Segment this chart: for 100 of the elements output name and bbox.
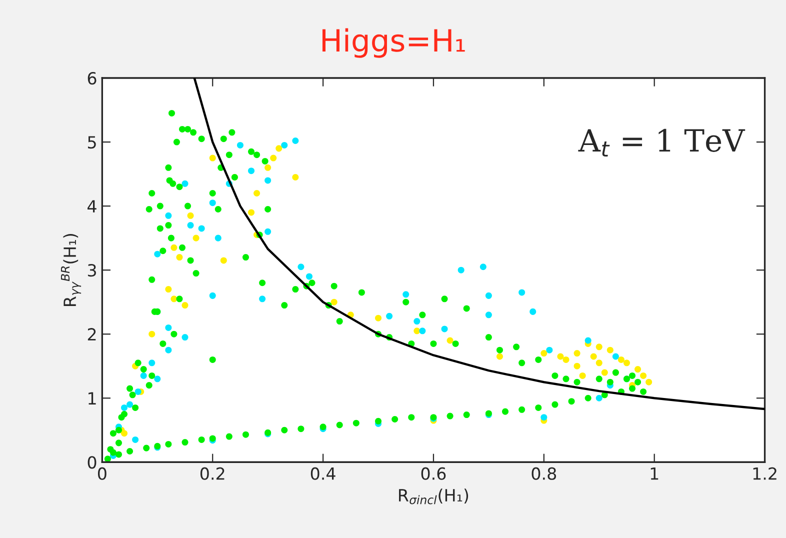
x-tick-label: 0 bbox=[98, 467, 106, 480]
x-tick-label: 0.6 bbox=[421, 467, 446, 480]
point bbox=[134, 388, 142, 395]
point bbox=[612, 353, 619, 360]
y-tick-label: 6 bbox=[88, 72, 96, 85]
point bbox=[584, 337, 592, 344]
point bbox=[530, 308, 536, 315]
point bbox=[182, 180, 188, 187]
point bbox=[330, 298, 338, 306]
point bbox=[264, 228, 272, 235]
point bbox=[546, 346, 553, 354]
line-series bbox=[193, 78, 765, 410]
point bbox=[634, 366, 642, 373]
point bbox=[220, 257, 227, 264]
point bbox=[574, 362, 580, 370]
point bbox=[270, 154, 277, 162]
point bbox=[596, 360, 602, 366]
point bbox=[170, 244, 178, 251]
point bbox=[154, 376, 161, 382]
point bbox=[596, 394, 602, 402]
point bbox=[248, 168, 255, 174]
point bbox=[165, 324, 172, 331]
point bbox=[386, 312, 393, 320]
x-tick-label: 0.4 bbox=[310, 467, 336, 480]
point bbox=[375, 314, 382, 322]
point bbox=[601, 369, 608, 376]
point bbox=[121, 430, 128, 437]
point bbox=[646, 378, 652, 386]
point bbox=[485, 292, 492, 299]
point bbox=[414, 318, 420, 325]
point bbox=[480, 264, 486, 270]
point bbox=[298, 264, 304, 270]
point bbox=[165, 212, 172, 219]
point bbox=[254, 190, 260, 197]
point bbox=[209, 200, 216, 206]
x-axis-title: R$_{σincl}$(H₁) bbox=[399, 488, 468, 504]
point bbox=[618, 356, 624, 363]
point bbox=[518, 289, 526, 296]
point bbox=[126, 401, 134, 408]
point bbox=[264, 177, 272, 184]
point bbox=[165, 286, 172, 293]
annotation: A$_{t}$ = 1 TeV bbox=[578, 128, 746, 157]
point bbox=[192, 234, 200, 242]
point bbox=[182, 334, 188, 341]
point bbox=[236, 142, 244, 148]
point bbox=[170, 296, 178, 302]
point bbox=[292, 174, 299, 180]
y-tick-label: 4 bbox=[88, 200, 96, 212]
point bbox=[154, 250, 161, 258]
chart-title: Higgs=H₁ bbox=[322, 28, 465, 58]
point bbox=[540, 350, 548, 357]
point bbox=[540, 414, 548, 421]
point bbox=[446, 337, 454, 344]
y-tick-label: 3 bbox=[88, 264, 96, 277]
point bbox=[176, 254, 183, 261]
point bbox=[496, 353, 503, 360]
point bbox=[248, 209, 255, 216]
point bbox=[458, 266, 464, 274]
point bbox=[276, 145, 282, 152]
y-axis-title: R$_{γγ}$$^{BR}$(H₁) bbox=[60, 234, 82, 306]
point bbox=[264, 164, 272, 171]
point bbox=[562, 356, 570, 363]
x-tick-label: 0.8 bbox=[532, 467, 556, 480]
point bbox=[579, 372, 586, 379]
x-tick-label: 1 bbox=[650, 468, 658, 480]
point bbox=[140, 372, 147, 379]
point bbox=[187, 212, 194, 219]
point bbox=[441, 326, 448, 332]
point bbox=[402, 291, 410, 298]
point bbox=[209, 154, 216, 162]
point bbox=[259, 296, 266, 302]
point bbox=[596, 344, 602, 350]
x-tick-label: 0.2 bbox=[200, 467, 224, 480]
point bbox=[148, 360, 156, 366]
point bbox=[292, 137, 299, 144]
y-tick-label: 2 bbox=[88, 328, 96, 340]
point bbox=[281, 142, 288, 148]
point bbox=[198, 225, 205, 232]
point bbox=[557, 353, 564, 360]
point bbox=[306, 273, 312, 280]
point bbox=[121, 404, 128, 411]
point bbox=[414, 328, 420, 334]
point bbox=[590, 353, 597, 360]
point bbox=[165, 346, 172, 354]
point bbox=[419, 328, 426, 334]
y-tick-label: 5 bbox=[88, 136, 96, 149]
y-tick-label: 1 bbox=[88, 392, 96, 404]
point bbox=[148, 330, 156, 338]
point bbox=[187, 222, 194, 229]
point bbox=[485, 312, 492, 318]
point bbox=[182, 302, 188, 309]
point bbox=[574, 350, 580, 357]
point bbox=[209, 292, 216, 299]
x-tick-label: 1.2 bbox=[753, 467, 776, 480]
point bbox=[132, 436, 139, 443]
point bbox=[214, 234, 222, 242]
y-tick-label: 0 bbox=[88, 456, 96, 469]
point bbox=[640, 372, 647, 379]
point bbox=[623, 360, 630, 366]
point bbox=[606, 346, 614, 354]
